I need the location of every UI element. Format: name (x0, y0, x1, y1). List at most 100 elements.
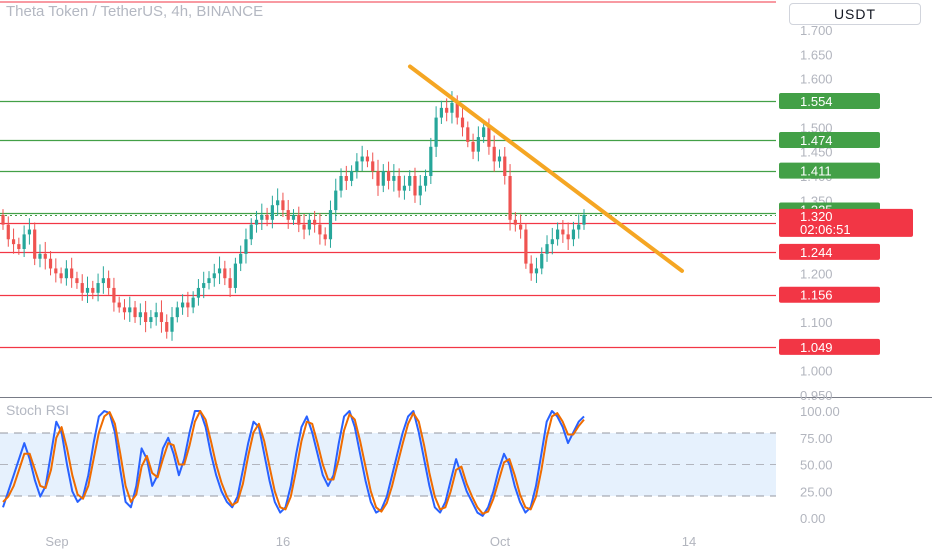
candle[interactable] (107, 270, 111, 295)
candle[interactable] (328, 200, 333, 248)
candle[interactable] (276, 188, 280, 216)
candle[interactable] (85, 276, 90, 303)
candle[interactable] (33, 222, 37, 266)
candle[interactable] (80, 274, 84, 301)
candle[interactable] (286, 199, 290, 229)
candle[interactable] (1, 209, 5, 230)
candle[interactable] (149, 310, 153, 329)
candle[interactable] (128, 296, 132, 322)
candle[interactable] (313, 210, 317, 233)
candle[interactable] (513, 212, 517, 232)
candle[interactable] (350, 165, 354, 187)
candle[interactable] (402, 175, 407, 200)
candle[interactable] (38, 244, 42, 268)
candle[interactable] (260, 203, 264, 230)
candle[interactable] (297, 206, 301, 233)
candle[interactable] (550, 227, 554, 255)
candle[interactable] (122, 299, 127, 320)
candle[interactable] (165, 314, 169, 339)
candle[interactable] (96, 273, 100, 302)
candle[interactable] (217, 256, 222, 285)
candle[interactable] (540, 247, 544, 275)
candle[interactable] (492, 135, 496, 172)
candle[interactable] (196, 279, 201, 306)
candle[interactable] (439, 100, 443, 124)
candle[interactable] (344, 165, 348, 190)
candle[interactable] (418, 175, 422, 206)
candle[interactable] (445, 98, 449, 122)
candle[interactable] (566, 222, 570, 250)
candle[interactable] (170, 307, 174, 341)
candle[interactable] (503, 147, 507, 185)
candle[interactable] (460, 107, 465, 137)
candle[interactable] (397, 168, 401, 198)
candle[interactable] (471, 133, 475, 160)
candle[interactable] (6, 216, 10, 247)
candle[interactable] (233, 257, 237, 294)
candle[interactable] (307, 213, 311, 236)
candle[interactable] (11, 228, 16, 254)
candle[interactable] (466, 121, 470, 148)
candle[interactable] (265, 207, 269, 227)
candle[interactable] (545, 235, 549, 262)
candle[interactable] (249, 218, 253, 246)
candle[interactable] (524, 223, 528, 269)
stoch-k-line[interactable] (2, 410, 585, 517)
candle[interactable] (534, 257, 539, 283)
candle[interactable] (112, 277, 116, 312)
candle[interactable] (239, 245, 243, 272)
candle[interactable] (202, 271, 206, 299)
currency-button[interactable]: USDT (789, 3, 921, 25)
candle[interactable] (270, 195, 274, 229)
candle[interactable] (429, 137, 433, 184)
candle[interactable] (64, 260, 68, 286)
candle[interactable] (117, 296, 121, 313)
candle[interactable] (381, 164, 385, 193)
candle[interactable] (180, 294, 185, 315)
candle[interactable] (302, 213, 306, 240)
candle[interactable] (281, 192, 285, 217)
indicator-label[interactable]: Stoch RSI (6, 402, 70, 418)
candle[interactable] (223, 260, 227, 286)
candle[interactable] (254, 210, 259, 233)
candle[interactable] (291, 209, 296, 226)
candle[interactable] (482, 120, 486, 143)
candle[interactable] (476, 126, 480, 162)
candle[interactable] (212, 263, 216, 287)
candle[interactable] (413, 167, 417, 203)
candle[interactable] (175, 301, 179, 323)
candle[interactable] (529, 255, 533, 281)
candle[interactable] (365, 150, 370, 168)
candle[interactable] (54, 258, 58, 283)
candle[interactable] (144, 300, 148, 333)
candle[interactable] (207, 271, 211, 290)
candle[interactable] (43, 241, 47, 270)
candle[interactable] (323, 227, 327, 246)
candle[interactable] (497, 149, 502, 168)
candle[interactable] (22, 225, 26, 257)
candle[interactable] (48, 251, 53, 276)
candle[interactable] (59, 267, 63, 284)
candle[interactable] (191, 291, 195, 314)
candle[interactable] (577, 214, 581, 239)
candle[interactable] (228, 268, 232, 298)
candle[interactable] (339, 168, 343, 198)
candle[interactable] (561, 220, 565, 243)
candle[interactable] (138, 303, 142, 326)
candle[interactable] (244, 228, 248, 264)
stoch-d-line[interactable] (2, 410, 585, 515)
candle[interactable] (386, 161, 391, 190)
candle[interactable] (101, 266, 105, 294)
candle[interactable] (75, 271, 79, 289)
candle[interactable] (582, 209, 586, 230)
candle[interactable] (434, 106, 438, 157)
candle[interactable] (334, 178, 338, 221)
candle[interactable] (91, 280, 95, 300)
candle[interactable] (371, 152, 375, 180)
candle[interactable] (392, 164, 396, 192)
candle[interactable] (133, 300, 137, 323)
candle[interactable] (154, 302, 158, 326)
candle[interactable] (27, 218, 32, 245)
candle[interactable] (376, 159, 380, 196)
